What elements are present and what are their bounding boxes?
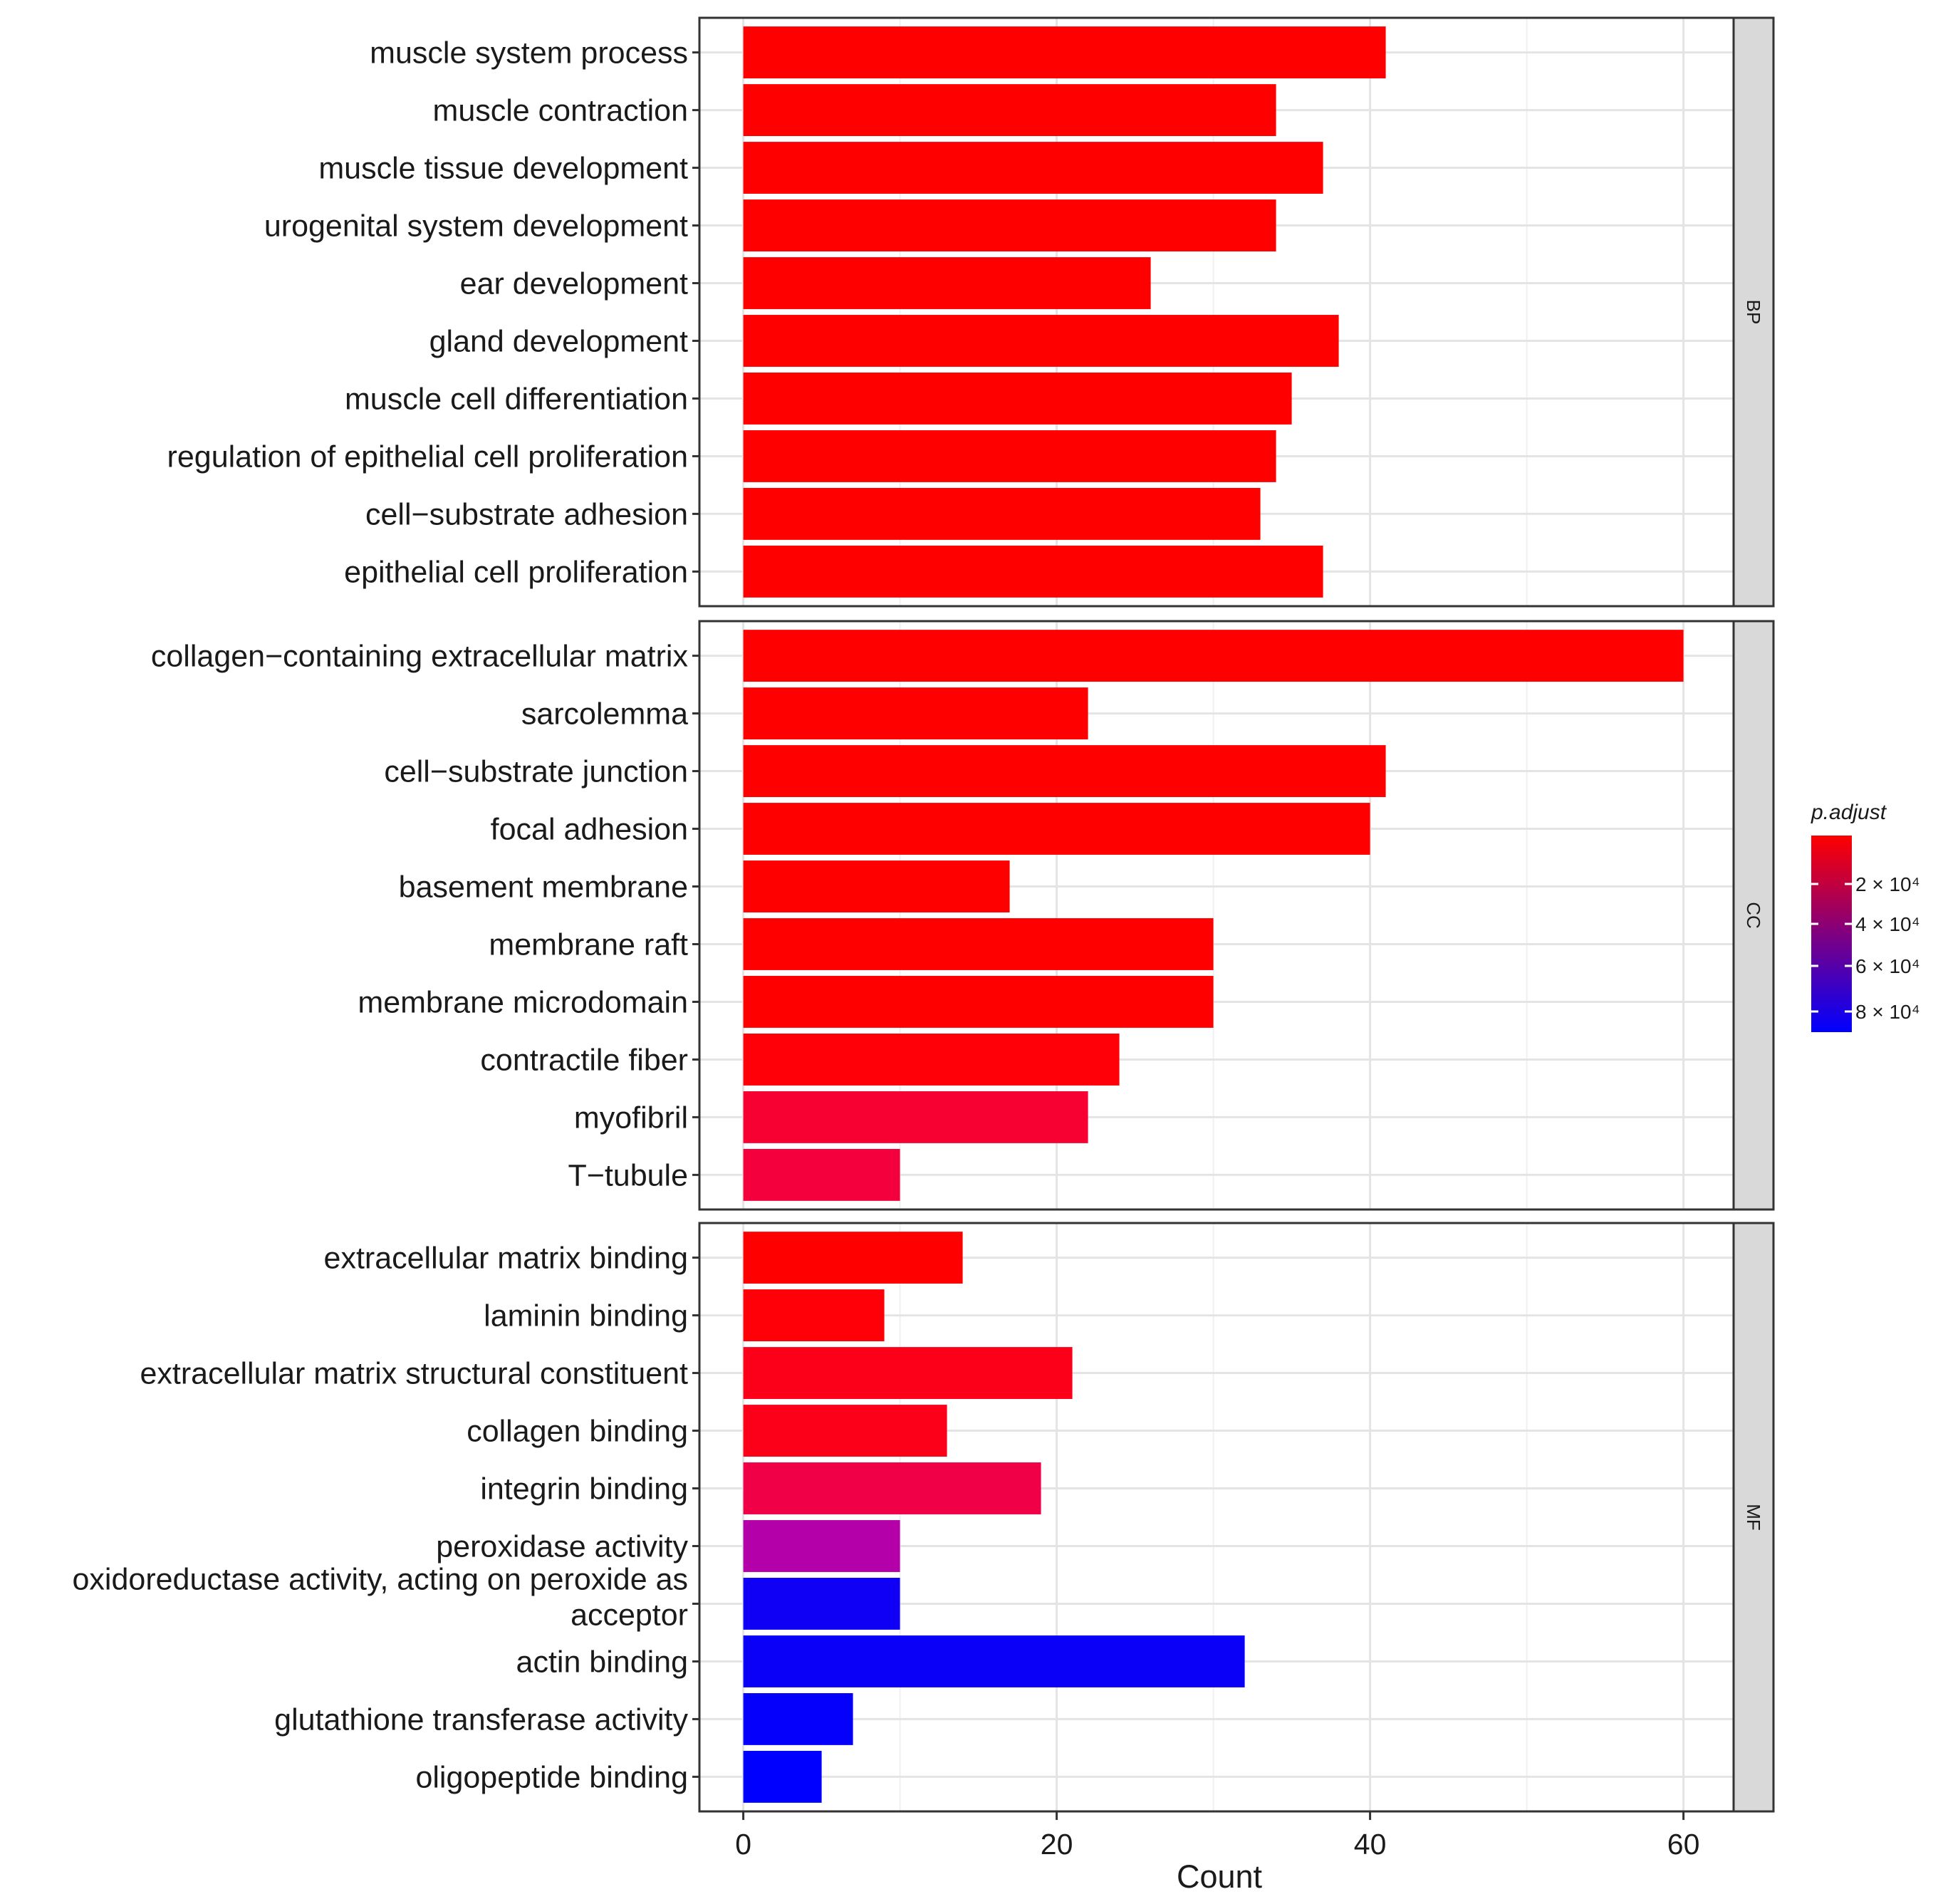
bar: [743, 1462, 1041, 1514]
bar: [743, 257, 1151, 309]
legend-tick-label: 8 × 10⁴: [1855, 1001, 1920, 1023]
facet-strip: [1732, 1222, 1775, 1813]
legend-tick-label: 6 × 10⁴: [1855, 955, 1920, 977]
category-label: basement membrane: [399, 870, 688, 905]
x-tick-label: 40: [1354, 1828, 1387, 1861]
category-label: membrane raft: [489, 927, 688, 962]
legend: p.adjust 2 × 10⁴ 4 × 10⁴ 6 × 10⁴ 8 × 10⁴: [1811, 801, 1920, 1032]
category-label: regulation of epithelial cell proliferat…: [167, 439, 688, 474]
bar: [743, 1692, 853, 1745]
bar: [743, 430, 1276, 482]
bar: [743, 630, 1684, 682]
category-label: muscle cell differentiation: [345, 382, 688, 416]
facet-mf: extracellular matrix binding laminin bind…: [73, 1222, 1775, 1813]
category-label: urogenital system development: [264, 209, 688, 244]
bar: [743, 315, 1339, 367]
category-label: ear development: [460, 267, 688, 301]
bar: [743, 142, 1323, 194]
category-label: muscle contraction: [433, 94, 689, 128]
category-label: collagen binding: [467, 1415, 688, 1449]
category-label: muscle tissue development: [318, 152, 688, 186]
category-label: cell−substrate adhesion: [365, 497, 688, 531]
category-label: peroxidase activity: [436, 1529, 688, 1564]
category-label: myofibril: [574, 1101, 688, 1135]
bar: [743, 1578, 900, 1630]
bar: [743, 487, 1261, 540]
x-tick-label: 0: [735, 1828, 751, 1861]
facet-strip-label: CC: [1743, 902, 1764, 929]
bar: [743, 1232, 963, 1284]
category-label: membrane microdomain: [358, 985, 688, 1019]
legend-tick-label: 4 × 10⁴: [1855, 913, 1920, 935]
x-tick-label: 60: [1667, 1828, 1700, 1861]
bar: [743, 976, 1214, 1028]
legend-title: p.adjust: [1811, 801, 1887, 824]
bar: [743, 1289, 885, 1342]
x-axis-title: Count: [1177, 1858, 1263, 1895]
category-label: glutathione transferase activity: [274, 1702, 688, 1737]
bar: [743, 745, 1386, 797]
facet-bp: muscle system process muscle contraction m…: [167, 16, 1775, 608]
category-label: sarcolemma: [521, 697, 688, 732]
category-label: T−tubule: [568, 1158, 688, 1192]
facet-strip: [1732, 16, 1775, 608]
category-label: oxidoreductase activity, acting on perox…: [73, 1562, 688, 1632]
bar: [743, 918, 1214, 970]
bar: [743, 1520, 900, 1572]
legend-tick-label: 2 × 10⁴: [1855, 873, 1920, 895]
category-label: cell−substrate junction: [384, 755, 688, 789]
category-label: oligopeptide binding: [415, 1760, 688, 1794]
facet-strip: [1732, 620, 1775, 1211]
bar: [743, 1347, 1073, 1399]
bar: [743, 1148, 900, 1201]
category-label: integrin binding: [480, 1472, 688, 1507]
bar: [743, 860, 1010, 912]
bar: [743, 373, 1292, 425]
category-label: focal adhesion: [491, 813, 688, 847]
bar: [743, 687, 1088, 740]
category-label: laminin binding: [484, 1299, 688, 1333]
category-label: actin binding: [516, 1645, 688, 1679]
category-label: contractile fiber: [480, 1043, 688, 1077]
category-label: collagen−containing extracellular matrix: [151, 640, 689, 674]
facet-cc: collagen−containing extracellular matrix…: [151, 620, 1775, 1211]
facet-strip-label: MF: [1743, 1504, 1764, 1531]
bar: [743, 1034, 1120, 1086]
category-label: muscle system process: [370, 36, 688, 71]
bar: [743, 26, 1386, 79]
bar: [743, 1091, 1088, 1143]
bar: [743, 84, 1276, 137]
bar: [743, 1405, 947, 1457]
category-label: gland development: [429, 324, 688, 358]
category-label: epithelial cell proliferation: [344, 555, 688, 589]
category-label: extracellular matrix binding: [324, 1242, 688, 1276]
category-label: extracellular matrix structural constitu…: [140, 1357, 688, 1391]
x-tick-label: 20: [1041, 1828, 1073, 1861]
bar: [743, 199, 1276, 251]
facet-strip-label: BP: [1743, 300, 1764, 325]
bar: [743, 803, 1370, 855]
bar: [743, 545, 1323, 598]
bar: [743, 1635, 1245, 1687]
legend-colorbar: [1811, 836, 1852, 1032]
bar: [743, 1750, 822, 1803]
